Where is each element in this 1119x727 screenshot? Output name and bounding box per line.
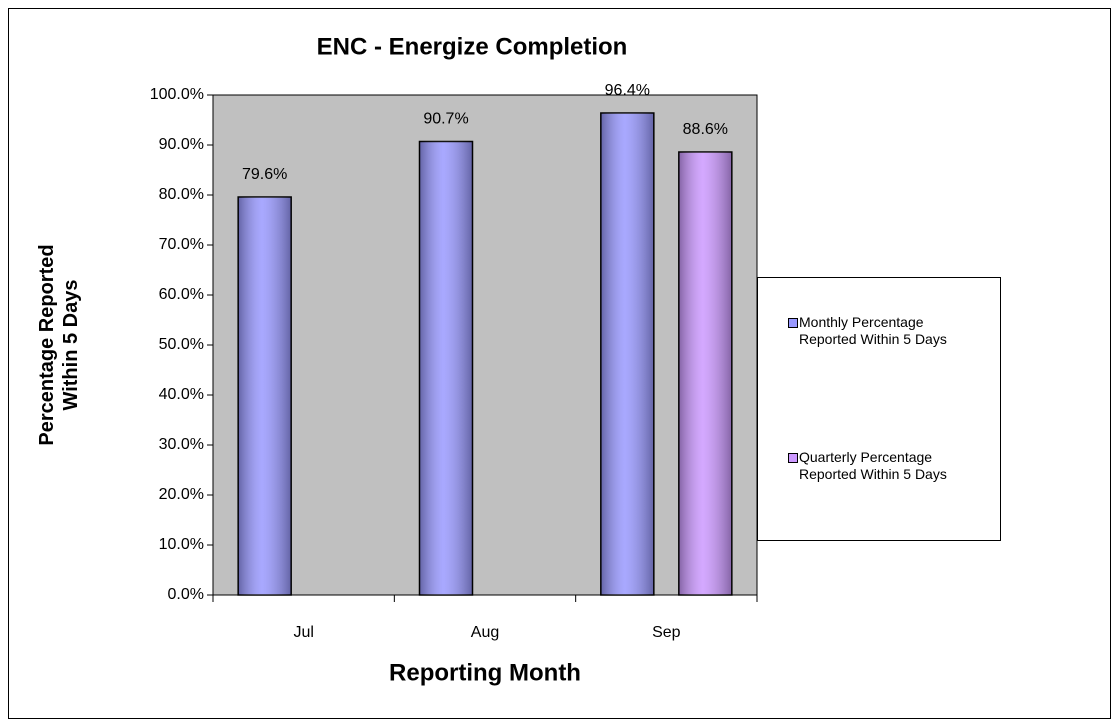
data-label: 79.6% <box>242 166 287 183</box>
plot-area <box>212 94 758 596</box>
legend-swatch <box>788 453 798 463</box>
y-tick-label: 50.0% <box>159 336 204 353</box>
y-tick-label: 90.0% <box>159 136 204 153</box>
y-tick-label: 40.0% <box>159 386 204 403</box>
bar-shade <box>419 141 473 595</box>
y-tick-label: 80.0% <box>159 186 204 203</box>
legend-entry: Quarterly Percentage Reported Within 5 D… <box>788 449 988 483</box>
legend: Monthly Percentage Reported Within 5 Day… <box>757 277 1001 541</box>
x-tick-label: Sep <box>652 624 681 641</box>
y-tick-label: 60.0% <box>159 286 204 303</box>
x-tick-label: Aug <box>471 624 499 641</box>
legend-label: Monthly Percentage Reported Within 5 Day… <box>799 314 947 347</box>
y-tick-label: 100.0% <box>150 86 204 103</box>
legend-label: Quarterly Percentage Reported Within 5 D… <box>799 449 947 482</box>
legend-entry: Monthly Percentage Reported Within 5 Day… <box>788 314 988 348</box>
bar-shade <box>678 152 732 595</box>
data-label: 90.7% <box>423 111 468 128</box>
y-tick-label: 20.0% <box>159 486 204 503</box>
y-tick-label: 0.0% <box>168 586 204 603</box>
chart-title: ENC - Energize Completion <box>317 33 628 60</box>
y-tick-label: 30.0% <box>159 436 204 453</box>
bar-shade <box>600 113 654 595</box>
y-tick-label: 70.0% <box>159 236 204 253</box>
data-label: 88.6% <box>683 121 728 138</box>
y-axis-label: Percentage Reported Within 5 Days <box>36 244 82 446</box>
data-label: 96.4% <box>605 82 650 99</box>
bar-shade <box>238 197 292 595</box>
x-axis-label: Reporting Month <box>389 659 581 686</box>
legend-swatch <box>788 318 798 328</box>
y-tick-label: 10.0% <box>159 536 204 553</box>
x-tick-label: Jul <box>293 624 313 641</box>
